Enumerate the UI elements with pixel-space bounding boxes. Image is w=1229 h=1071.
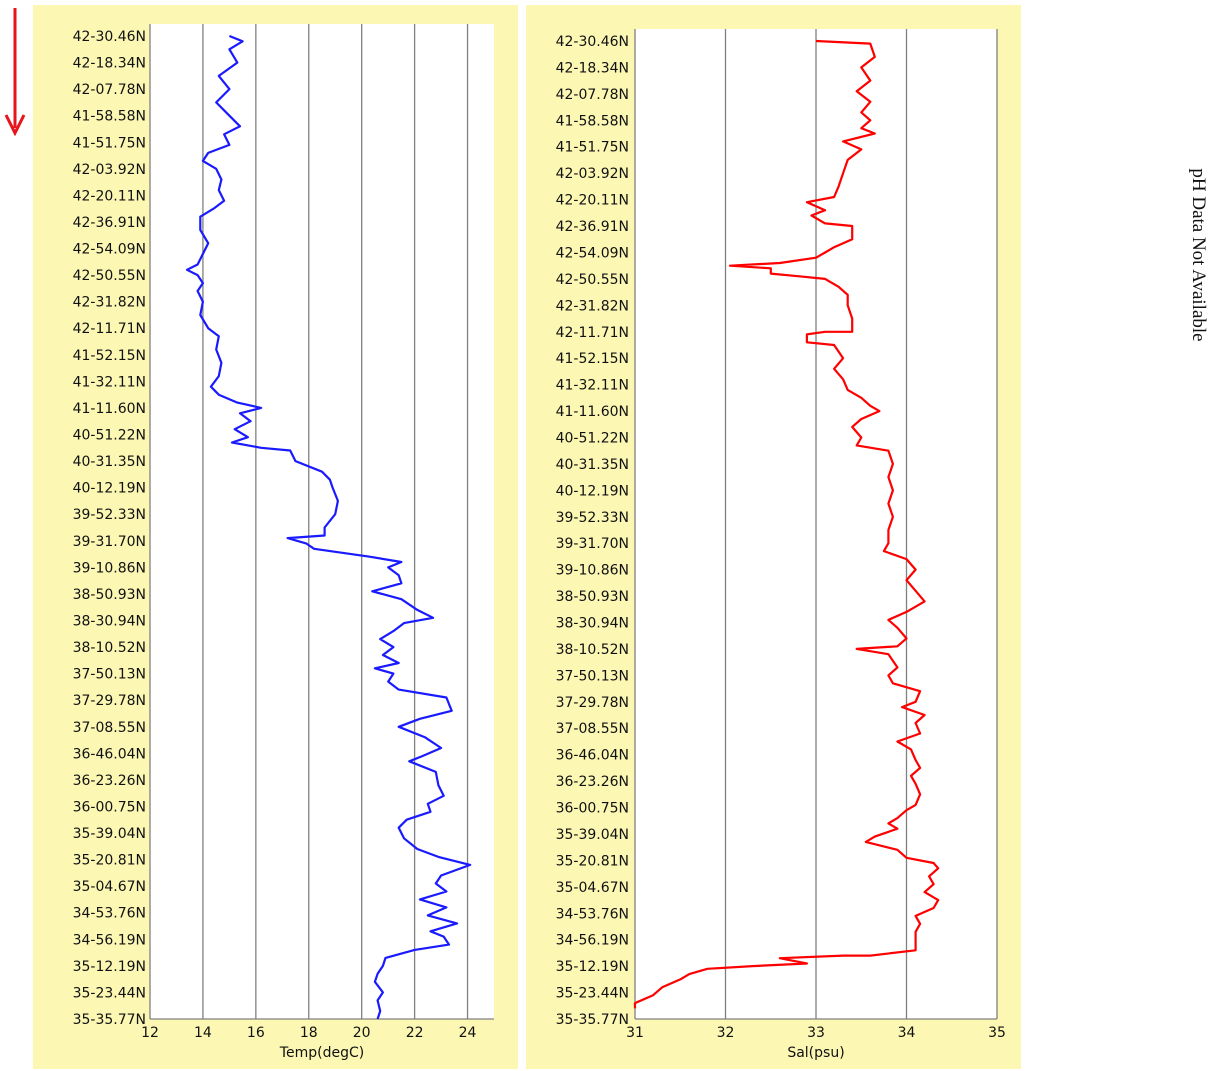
salinity-chart: 31 32 33 34 35 Sal(psu) 42-30.46N 42-18.34N 42-0…: [556, 29, 1006, 1061]
sal-latitude-label: 40-12.19N: [556, 483, 629, 499]
temp-latitude-label: 42-31.82N: [73, 295, 146, 311]
temp-latitude-label: 42-50.55N: [73, 268, 146, 284]
temp-latitude-label: 37-08.55N: [73, 720, 146, 736]
sal-series-line: [633, 39, 940, 1009]
sal-latitude-label: 41-58.58N: [556, 113, 629, 129]
temperature-plot-area: [150, 24, 494, 1019]
sal-latitude-label: 40-51.22N: [556, 430, 629, 446]
temp-latitude-label: 42-54.09N: [73, 242, 146, 258]
sal-latitude-label: 35-23.44N: [556, 986, 629, 1002]
sal-latitude-label: 42-30.46N: [556, 34, 629, 50]
sal-latitude-label: 42-31.82N: [556, 298, 629, 314]
temp-latitude-label: 38-50.93N: [73, 587, 146, 603]
sal-latitude-label: 37-08.55N: [556, 721, 629, 737]
temp-latitude-label: 40-51.22N: [73, 428, 146, 444]
temp-latitude-label: 42-11.71N: [73, 321, 146, 337]
temp-latitude-label: 36-46.04N: [73, 746, 146, 762]
temp-x-tick-label: 20: [353, 1025, 371, 1041]
temp-x-axis-label: Temp(degC): [279, 1045, 364, 1061]
sal-latitude-label: 41-51.75N: [556, 140, 629, 156]
temp-latitude-label: 41-51.75N: [73, 135, 146, 151]
sal-latitude-label: 35-39.04N: [556, 827, 629, 843]
sal-latitude-label: 40-31.35N: [556, 457, 629, 473]
sal-latitude-label: 34-56.19N: [556, 933, 629, 949]
temp-latitude-label: 37-29.78N: [73, 693, 146, 709]
temp-x-tick-label: 24: [459, 1025, 477, 1041]
temp-latitude-label: 41-11.60N: [73, 401, 146, 417]
sal-latitude-label: 42-18.34N: [556, 60, 629, 76]
sal-latitude-label: 42-07.78N: [556, 87, 629, 103]
sal-latitude-label: 41-11.60N: [556, 404, 629, 420]
sal-latitude-label: 36-00.75N: [556, 801, 629, 817]
sal-latitude-label: 39-10.86N: [556, 563, 629, 579]
temp-latitude-label: 36-23.26N: [73, 773, 146, 789]
temp-x-tick-label: 16: [247, 1025, 265, 1041]
sal-latitude-label: 41-52.15N: [556, 351, 629, 367]
temp-latitude-label: 42-18.34N: [73, 56, 146, 72]
sal-x-tick-label: 32: [717, 1025, 735, 1041]
temp-latitude-label: 41-58.58N: [73, 109, 146, 125]
temp-latitude-label: 35-35.77N: [73, 1012, 146, 1028]
sal-x-tick-label: 33: [807, 1025, 825, 1041]
temp-x-tick-label: 22: [406, 1025, 424, 1041]
temp-latitude-label: 35-04.67N: [73, 879, 146, 895]
sal-latitude-label: 35-35.77N: [556, 1012, 629, 1028]
temp-latitude-label: 42-03.92N: [73, 162, 146, 178]
temp-series-line: [185, 34, 472, 1020]
sal-latitude-label: 42-50.55N: [556, 272, 629, 288]
temp-latitude-label: 42-36.91N: [73, 215, 146, 231]
sal-latitude-label: 38-30.94N: [556, 616, 629, 632]
temp-latitude-label: 40-12.19N: [73, 481, 146, 497]
temp-latitude-label: 39-31.70N: [73, 534, 146, 550]
sal-latitude-label: 39-52.33N: [556, 510, 629, 526]
sal-x-tick-label: 34: [898, 1025, 916, 1041]
sal-latitude-label: 38-10.52N: [556, 642, 629, 658]
sal-x-axis-label: Sal(psu): [787, 1045, 844, 1061]
sal-latitude-label: 42-36.91N: [556, 219, 629, 235]
temp-latitude-label: 34-56.19N: [73, 932, 146, 948]
temp-latitude-label: 38-10.52N: [73, 640, 146, 656]
sal-latitude-label: 37-29.78N: [556, 695, 629, 711]
temp-latitude-label: 39-52.33N: [73, 507, 146, 523]
temperature-chart: 12 14 16 18 20 22 24 Temp(degC) 42-30.46N 42-18.3…: [73, 24, 494, 1061]
temp-latitude-label: 42-07.78N: [73, 82, 146, 98]
sal-latitude-label: 38-50.93N: [556, 589, 629, 605]
sal-latitude-label: 42-54.09N: [556, 245, 629, 261]
sal-latitude-label: 42-20.11N: [556, 193, 629, 209]
temp-latitude-label: 34-53.76N: [73, 906, 146, 922]
sal-latitude-label: 39-31.70N: [556, 536, 629, 552]
temp-latitude-label: 39-10.86N: [73, 560, 146, 576]
temp-latitude-label: 36-00.75N: [73, 799, 146, 815]
sal-latitude-label: 42-11.71N: [556, 325, 629, 341]
temp-latitude-label: 41-52.15N: [73, 348, 146, 364]
temp-latitude-label: 35-12.19N: [73, 959, 146, 975]
temp-latitude-label: 41-32.11N: [73, 374, 146, 390]
sal-x-tick-label: 31: [626, 1025, 644, 1041]
temp-latitude-label: 37-50.13N: [73, 667, 146, 683]
sal-latitude-label: 37-50.13N: [556, 668, 629, 684]
temp-latitude-label: 38-30.94N: [73, 613, 146, 629]
temp-latitude-label: 35-39.04N: [73, 826, 146, 842]
temp-x-tick-label: 18: [300, 1025, 318, 1041]
temp-latitude-label: 35-20.81N: [73, 853, 146, 869]
sal-latitude-label: 35-20.81N: [556, 853, 629, 869]
sal-latitude-label: 35-04.67N: [556, 880, 629, 896]
temp-latitude-label: 35-23.44N: [73, 985, 146, 1001]
down-arrow-icon: [4, 8, 26, 137]
sal-latitude-label: 42-03.92N: [556, 166, 629, 182]
ph-unavailable-text: pH Data Not Available: [1188, 168, 1209, 342]
temp-latitude-label: 42-30.46N: [73, 29, 146, 45]
sal-x-tick-label: 35: [988, 1025, 1006, 1041]
sal-latitude-label: 41-32.11N: [556, 378, 629, 394]
temp-x-tick-label: 14: [194, 1025, 212, 1041]
temp-latitude-label: 40-31.35N: [73, 454, 146, 470]
sal-latitude-label: 36-23.26N: [556, 774, 629, 790]
temp-latitude-label: 42-20.11N: [73, 188, 146, 204]
sal-latitude-label: 36-46.04N: [556, 748, 629, 764]
sal-latitude-label: 35-12.19N: [556, 959, 629, 975]
ph-unavailable-note: pH Data Not Available: [1183, 110, 1213, 400]
sal-latitude-label: 34-53.76N: [556, 906, 629, 922]
temp-x-tick-label: 12: [141, 1025, 159, 1041]
